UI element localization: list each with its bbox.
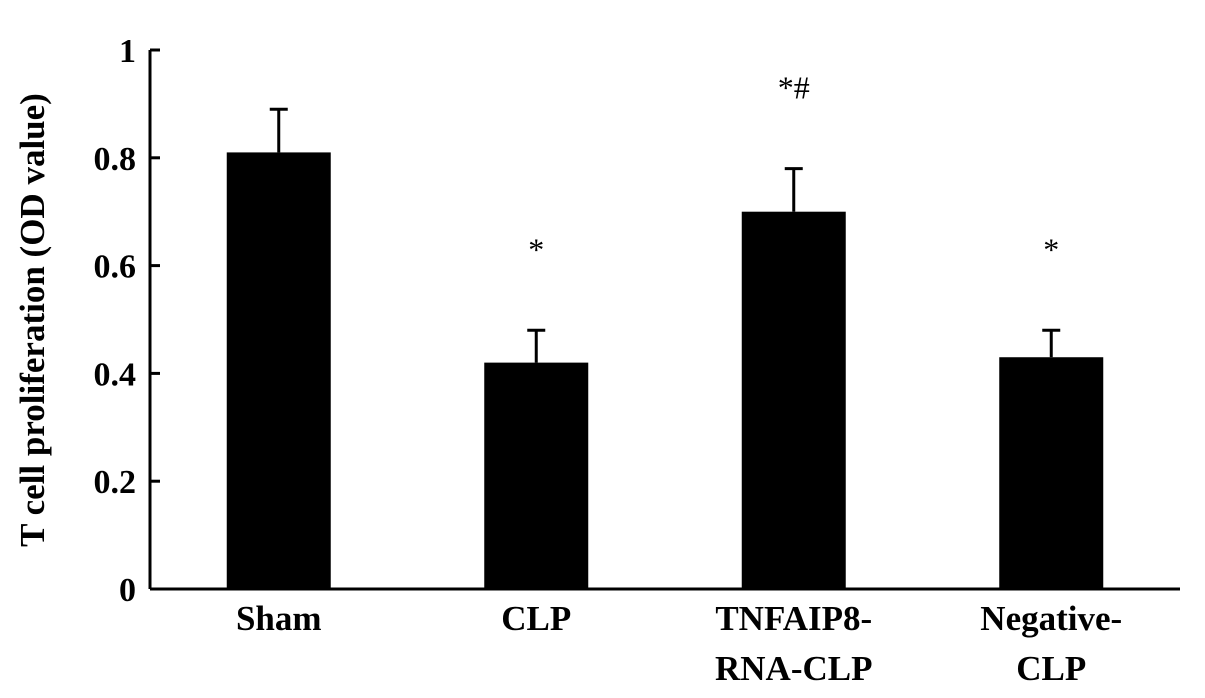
y-axis-title: T cell proliferation (OD value) xyxy=(13,93,52,547)
bar xyxy=(741,211,846,589)
y-tick-label: 0.4 xyxy=(94,356,137,393)
chart-marks: Sham * CLP *# TNFAIP8- RNA-CLP * Negative- CLP xyxy=(226,70,1122,688)
x-tick-label: Negative- xyxy=(980,599,1122,638)
bar xyxy=(226,152,331,589)
significance-marker: * xyxy=(528,231,544,267)
y-tick-label: 1 xyxy=(119,33,136,70)
x-tick-label: Sham xyxy=(236,599,322,638)
bar xyxy=(484,362,589,589)
x-tick-label: RNA-CLP xyxy=(715,649,872,688)
y-tick-label: 0.2 xyxy=(94,464,137,501)
y-tick-label: 0 xyxy=(119,572,136,609)
x-tick-label: CLP xyxy=(1016,649,1086,688)
significance-marker: * xyxy=(1043,231,1059,267)
y-tick-label: 0.6 xyxy=(94,249,137,286)
x-tick-label: CLP xyxy=(501,599,571,638)
x-tick-label: TNFAIP8- xyxy=(715,599,872,638)
significance-marker: *# xyxy=(778,70,810,106)
y-tick-label: 0.8 xyxy=(94,141,137,178)
bar xyxy=(999,357,1104,589)
